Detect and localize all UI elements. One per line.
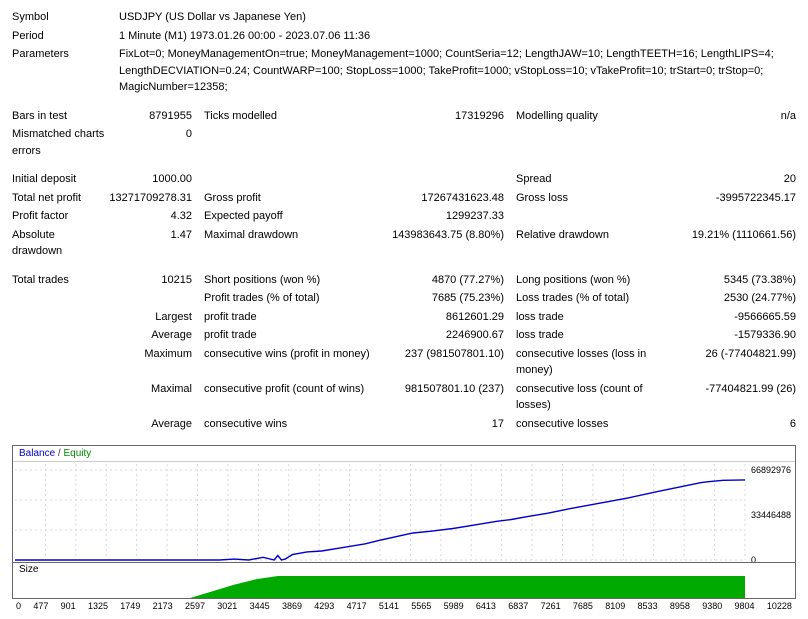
long-label: Long positions (won %): [512, 272, 676, 289]
ltpct-label: Loss trades (% of total): [512, 290, 676, 307]
grossloss-value: -3995722345.17: [676, 190, 796, 207]
maximum-label: Maximum: [107, 346, 200, 363]
apt-value: 2246900.67: [384, 327, 512, 344]
apt-label: profit trade: [200, 327, 384, 344]
llt-value: -9566665.59: [676, 309, 796, 326]
mcl-label: consecutive loss (count of losses): [512, 381, 676, 414]
grossprofit-label: Gross profit: [200, 190, 384, 207]
mclp-value: 26 (-77404821.99): [676, 346, 796, 363]
mismatch-value: 0: [107, 126, 200, 143]
grossloss-label: Gross loss: [512, 190, 676, 207]
size-label: Size: [13, 562, 795, 576]
maxdd-label: Maximal drawdown: [200, 227, 384, 244]
balance-legend: Balance: [19, 448, 55, 459]
llt-label: loss trade: [512, 309, 676, 326]
short-value: 4870 (77.27%): [384, 272, 512, 289]
absdd-label: Absolute drawdown: [12, 227, 107, 260]
equity-chart: Balance / Equity 0 33446488 66892976 Size: [12, 445, 796, 599]
bars-label: Bars in test: [12, 108, 107, 125]
parameters-value: FixLot=0; MoneyManagementOn=true; MoneyM…: [107, 46, 796, 96]
period-label: Period: [12, 28, 107, 45]
quality-label: Modelling quality: [512, 108, 676, 125]
symbol-value: USDJPY (US Dollar vs Japanese Yen): [107, 9, 796, 26]
netprofit-value: 13271709278.31: [107, 190, 200, 207]
pf-value: 4.32: [107, 208, 200, 225]
avgcl-label: consecutive losses: [512, 416, 676, 433]
mclp-label: consecutive losses (loss in money): [512, 346, 676, 379]
size-chart: [13, 576, 793, 598]
lpt-value: 8612601.29: [384, 309, 512, 326]
alt-value: -1579336.90: [676, 327, 796, 344]
spread-value: 20: [676, 171, 796, 188]
equity-legend: Equity: [63, 448, 91, 459]
quality-value: n/a: [676, 108, 796, 125]
mismatch-label: Mismatched charts errors: [12, 126, 107, 159]
avgcl-value: 6: [676, 416, 796, 433]
pf-label: Profit factor: [12, 208, 107, 225]
period-value: 1 Minute (M1) 1973.01.26 00:00 - 2023.07…: [107, 28, 796, 45]
ep-value: 1299237.33: [384, 208, 512, 225]
ptpct-label: Profit trades (% of total): [200, 290, 384, 307]
deposit-value: 1000.00: [107, 171, 200, 188]
reldd-value: 19.21% (1110661.56): [676, 227, 796, 244]
mcl-value: -77404821.99 (26): [676, 381, 796, 398]
reldd-label: Relative drawdown: [512, 227, 676, 244]
ptpct-value: 7685 (75.23%): [384, 290, 512, 307]
mcp-value: 981507801.10 (237): [384, 381, 512, 398]
x-axis-ticks: 0477901132517492173259730213445386942934…: [12, 599, 796, 611]
svg-text:66892976: 66892976: [751, 465, 791, 475]
mcwp-value: 237 (981507801.10): [384, 346, 512, 363]
chart-legend: Balance / Equity: [13, 446, 795, 462]
deposit-label: Initial deposit: [12, 171, 107, 188]
grossprofit-value: 17267431623.48: [384, 190, 512, 207]
absdd-value: 1.47: [107, 227, 200, 244]
svg-text:0: 0: [751, 555, 756, 562]
maximal-label: Maximal: [107, 381, 200, 398]
mcp-label: consecutive profit (count of wins): [200, 381, 384, 398]
ep-label: Expected payoff: [200, 208, 384, 225]
parameters-label: Parameters: [12, 46, 107, 63]
ltpct-value: 2530 (24.77%): [676, 290, 796, 307]
long-value: 5345 (73.38%): [676, 272, 796, 289]
svg-text:33446488: 33446488: [751, 510, 791, 520]
ticks-label: Ticks modelled: [200, 108, 384, 125]
short-label: Short positions (won %): [200, 272, 384, 289]
totaltrades-label: Total trades: [12, 272, 107, 289]
average-label-2: Average: [107, 416, 200, 433]
average-label: Average: [107, 327, 200, 344]
totaltrades-value: 10215: [107, 272, 200, 289]
avgcw-value: 17: [384, 416, 512, 433]
spread-label: Spread: [512, 171, 676, 188]
bars-value: 8791955: [107, 108, 200, 125]
avgcw-label: consecutive wins: [200, 416, 384, 433]
symbol-label: Symbol: [12, 9, 107, 26]
netprofit-label: Total net profit: [12, 190, 107, 207]
alt-label: loss trade: [512, 327, 676, 344]
maxdd-value: 143983643.75 (8.80%): [384, 227, 512, 244]
lpt-label: profit trade: [200, 309, 384, 326]
equity-curve: 0 33446488 66892976: [13, 462, 793, 562]
ticks-value: 17319296: [384, 108, 512, 125]
mcwp-label: consecutive wins (profit in money): [200, 346, 384, 363]
largest-label: Largest: [107, 309, 200, 326]
